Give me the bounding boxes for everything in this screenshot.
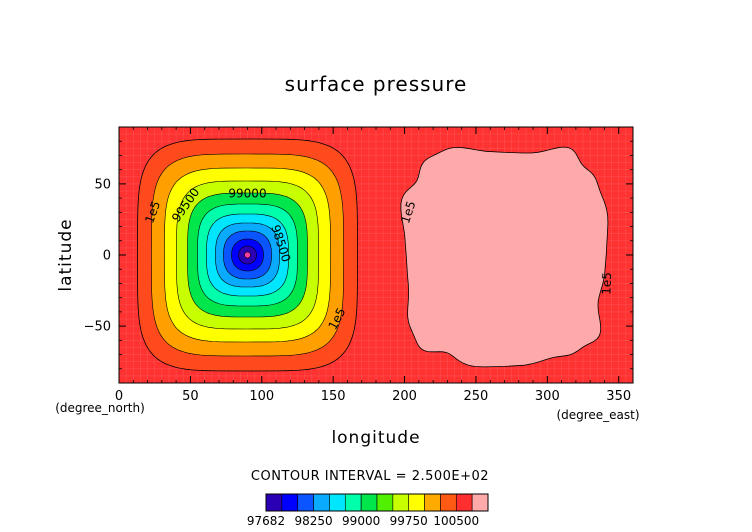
x-tick-label: 150 bbox=[321, 389, 346, 404]
contour-interval-text: CONTOUR INTERVAL = 2.500E+02 bbox=[251, 469, 489, 484]
colorbar-cell bbox=[265, 493, 283, 512]
colorbar-cell bbox=[313, 493, 330, 512]
x-tick-label: 0 bbox=[115, 389, 123, 404]
colorbar-cell bbox=[392, 493, 410, 512]
colorbar-tick-label: 100500 bbox=[433, 514, 479, 528]
x-axis: 0 50 100 150 200 250 300 350 bbox=[115, 127, 631, 404]
colorbar-cell bbox=[344, 493, 362, 512]
x-axis-title: longitude bbox=[331, 428, 420, 448]
colorbar-tick-label: 99000 bbox=[342, 514, 380, 528]
colorbar-cell bbox=[281, 493, 299, 512]
y-tick-label: 0 bbox=[103, 249, 111, 264]
y-tick-label: −50 bbox=[84, 320, 111, 335]
colorbar-cell bbox=[329, 493, 346, 512]
colorbar-tick-label: 99750 bbox=[390, 514, 428, 528]
colorbar-cell bbox=[440, 493, 457, 512]
contour-level-low bbox=[244, 251, 251, 259]
colorbar-cell bbox=[408, 493, 425, 512]
colorbar: 97682 98250 99000 99750 100500 bbox=[247, 493, 489, 528]
y-tick-label: 50 bbox=[94, 177, 111, 192]
contour-level-high bbox=[400, 146, 609, 368]
contour-fills bbox=[137, 138, 609, 372]
x-tick-label: 50 bbox=[182, 389, 199, 404]
x-tick-label: 300 bbox=[535, 389, 560, 404]
colorbar-frame bbox=[265, 493, 489, 512]
x-tick-label: 200 bbox=[392, 389, 417, 404]
y-axis: −50 0 50 bbox=[84, 140, 633, 370]
y-axis-title: latitude bbox=[56, 218, 76, 291]
colorbar-cell bbox=[376, 493, 394, 512]
contour-label: 99000 bbox=[228, 186, 266, 200]
x-tick-label: 350 bbox=[606, 389, 631, 404]
colorbar-cell bbox=[455, 493, 473, 512]
chart-title: surface pressure bbox=[285, 72, 468, 96]
contour-label: 1e5 bbox=[398, 199, 418, 225]
y-units-label: (degree_north) bbox=[55, 401, 145, 415]
contour-label: 1e5 bbox=[599, 272, 614, 295]
x-tick-label: 250 bbox=[464, 389, 489, 404]
x-tick-label: 100 bbox=[249, 389, 274, 404]
colorbar-tick-label: 98250 bbox=[294, 514, 332, 528]
colorbar-cell bbox=[360, 493, 378, 512]
colorbar-tick-label: 97682 bbox=[247, 514, 285, 528]
x-units-label: (degree_east) bbox=[556, 408, 639, 422]
colorbar-cell bbox=[424, 493, 441, 512]
colorbar-cell bbox=[471, 493, 489, 512]
colorbar-cell bbox=[297, 493, 314, 512]
